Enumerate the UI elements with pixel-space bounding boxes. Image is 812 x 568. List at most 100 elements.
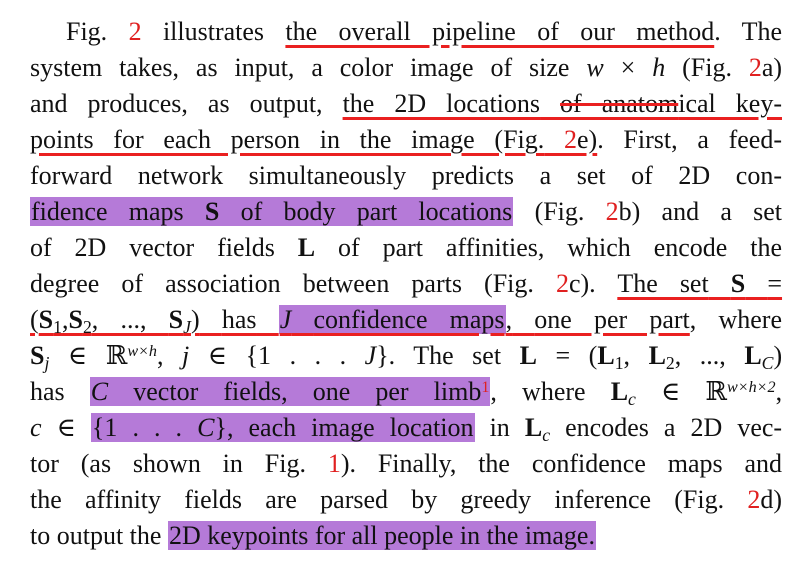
text-run: .	[588, 521, 595, 550]
math-expression: ℝw×h×2,	[705, 377, 782, 406]
text-run: (Fig.	[534, 197, 585, 226]
math-paren: (	[30, 305, 39, 334]
text-line-13: tor (as shown in Fig. 1). Finally, the c…	[30, 446, 782, 482]
math-reals: ℝ	[105, 341, 128, 370]
fig-label: Fig.	[66, 17, 108, 46]
math-h: h	[652, 53, 666, 82]
math-expression: Lc	[525, 413, 551, 445]
figure-ref-link[interactable]: 2	[564, 125, 577, 154]
underlined-text: points for each person in the image (Fig…	[30, 125, 545, 154]
highlight-annotation: {1 . . . C}, each image location	[90, 413, 475, 442]
text-run: ,	[505, 305, 513, 334]
math-subscript: c	[542, 424, 551, 445]
figure-ref-link[interactable]: 2	[605, 197, 619, 226]
math-equals: =	[555, 341, 571, 370]
math-subscript: c	[628, 388, 636, 409]
math-expression: {1 . . . J}.	[246, 341, 396, 370]
text-run: encodes a 2D vec-	[565, 413, 783, 442]
text-run: illustrates	[162, 17, 265, 46]
math-expression: Sj	[30, 341, 50, 373]
math-subscript: 2	[665, 352, 675, 373]
underline-annotation: The set S =	[617, 269, 782, 298]
footnote-marker-link[interactable]: 1	[481, 378, 490, 396]
text-line-5: forward network simultaneously predicts …	[30, 158, 782, 194]
text-run: , where	[689, 305, 782, 334]
math-in: ∈	[67, 341, 88, 370]
math-subscript: j	[44, 352, 50, 373]
math-bold-S: S	[730, 269, 746, 298]
text-run: has	[221, 305, 257, 334]
math-subscript: 2	[82, 316, 92, 337]
text-line-12: c ∈ {1 . . . C}, each image location in …	[30, 410, 782, 446]
text-run: and produces, as output,	[30, 89, 323, 118]
underline-annotation: the overall pipeline of our method	[285, 17, 715, 46]
math-paren: )	[773, 341, 783, 370]
figure-ref-link[interactable]: 1	[327, 449, 341, 478]
math-j: j	[182, 341, 190, 370]
math-equals: =	[767, 269, 783, 298]
math-bold-L: L	[648, 341, 666, 370]
math-bold-L: L	[610, 377, 629, 406]
underline-annotation: the 2D locations of anatomical key-	[343, 89, 782, 118]
underlined-text: ical key-	[678, 89, 782, 118]
text-run: b) and a set	[618, 197, 783, 226]
math-w: w	[586, 53, 604, 82]
underlined-text: one per part	[534, 305, 690, 334]
text-run: (Fig.	[682, 53, 732, 82]
text-run: a)	[761, 53, 783, 82]
math-C: C	[197, 413, 215, 442]
text-run: . The	[714, 17, 783, 46]
math-bold-S: S	[204, 197, 220, 226]
math-bold-L: L	[519, 341, 537, 370]
text-run: in	[489, 413, 510, 442]
highlight-annotation: C vector fields, one per limb1	[89, 377, 491, 406]
math-bold-S: S	[38, 305, 54, 334]
math-C: C	[90, 377, 109, 406]
underline-annotation: (S1,S2, ..., SJ) has J confidence maps, …	[30, 305, 690, 337]
strikethrough-annotation: of anatom	[560, 89, 679, 118]
figure-ref-link[interactable]: 2	[128, 17, 142, 46]
math-bold-S: S	[68, 305, 83, 334]
text-line-14: the affinity fields are parsed by greedy…	[30, 482, 782, 518]
text-line-15: to output the 2D keypoints for all peopl…	[30, 518, 782, 554]
text-line-4: points for each person in the image (Fig…	[30, 122, 782, 158]
underlined-text: the 2D locations	[342, 89, 541, 118]
math-c: c	[30, 413, 42, 442]
text-run: d)	[760, 485, 783, 514]
math-set: {1 . . .	[91, 413, 183, 442]
figure-ref-link[interactable]: 2	[748, 53, 762, 82]
math-bold-S: S	[168, 305, 184, 334]
math-expression: ℝw×h,	[106, 341, 164, 370]
text-line-7: of 2D vector fields L of part affinities…	[30, 230, 782, 266]
math-in: ∈	[56, 413, 76, 442]
math-in: ∈	[661, 377, 681, 406]
math-bold-L: L	[597, 341, 615, 370]
figure-ref-link[interactable]: 2	[555, 269, 569, 298]
text-run: c).	[568, 269, 596, 298]
math-dots: , ...,	[674, 341, 726, 370]
math-times: ×	[620, 53, 636, 82]
math-comma: ,	[156, 341, 164, 370]
text-line-9: (S1,S2, ..., SJ) has J confidence maps, …	[30, 302, 782, 338]
math-subscript: 1	[614, 352, 624, 373]
text-line-8: degree of association between parts (Fig…	[30, 266, 782, 302]
text-run: tor (as shown in Fig.	[30, 449, 306, 478]
math-J: J	[279, 305, 292, 334]
figure-ref-link[interactable]: 2	[747, 485, 761, 514]
underlined-text: The set	[617, 269, 709, 298]
highlight-annotation: 2D keypoints for all people in the image…	[167, 521, 596, 550]
text-run: where	[522, 377, 586, 406]
math-paren: (	[588, 341, 598, 370]
text-run: has	[30, 377, 65, 406]
text-run: degree of association between parts (Fig…	[30, 269, 534, 298]
text-line-3: and produces, as output, the 2D location…	[30, 86, 782, 122]
text-run: of part affinities, which encode the	[338, 233, 782, 262]
highlighted-text: confidence maps	[313, 305, 505, 334]
math-comma: ,	[775, 377, 783, 406]
math-set: {1 . . .	[245, 341, 347, 370]
math-superscript: w×h	[127, 342, 157, 360]
text-line-11: has C vector fields, one per limb1, wher…	[30, 374, 782, 410]
text-run: ,	[490, 377, 497, 406]
text-run: system takes, as input, a color image of…	[30, 53, 570, 82]
